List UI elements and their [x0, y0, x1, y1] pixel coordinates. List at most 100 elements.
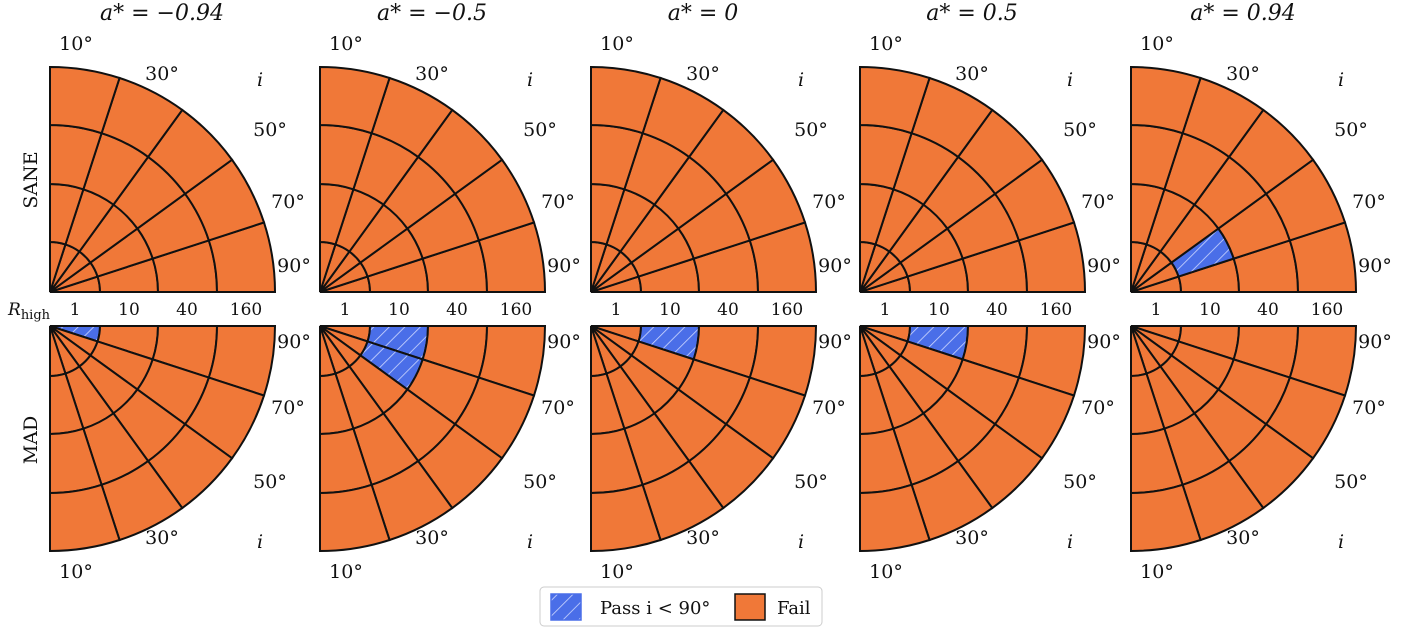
- cell-mad-1-r160-i10: [319, 483, 391, 553]
- radial-tick-4-2: 40: [1257, 300, 1279, 320]
- angle-tick-bottom-0-1: 30°: [145, 527, 179, 549]
- polar-panel-mad-3: [859, 325, 1087, 553]
- angle-tick-bottom-2-2: 50°: [794, 471, 828, 493]
- angle-tick-top-4-2: 50°: [1334, 119, 1368, 141]
- angle-tick-top-2-0: 10°: [600, 33, 634, 55]
- radial-tick-0-2: 40: [176, 300, 198, 320]
- legend-fail-swatch: [734, 593, 766, 621]
- cell-sane-2-r160-i10: [590, 65, 662, 135]
- radial-tick-1-2: 40: [446, 300, 468, 320]
- radial-tick-4-0: 1: [1151, 300, 1162, 320]
- angle-tick-top-3-0: 10°: [869, 33, 903, 55]
- cell-mad-4-r160-i10: [1130, 483, 1202, 553]
- angle-tick-bottom-0-0: 10°: [59, 561, 93, 583]
- angle-tick-bottom-1-1: 30°: [415, 527, 449, 549]
- row-label-sane: SANE: [20, 151, 42, 208]
- angle-tick-bottom-0-3: 70°: [271, 397, 305, 419]
- panels-layer: [49, 65, 1358, 553]
- angle-tick-bottom-1-4: 90°: [547, 331, 581, 353]
- angle-tick-top-0-0: 10°: [59, 33, 93, 55]
- radial-tick-3-1: 10: [928, 300, 950, 320]
- angle-axis-label-top-0: i: [257, 69, 263, 91]
- angle-axis-label-bottom-2: i: [798, 531, 804, 553]
- angle-tick-bottom-3-2: 50°: [1063, 471, 1097, 493]
- angle-tick-top-3-1: 30°: [955, 63, 989, 85]
- column-title-1: a* = −0.5: [377, 1, 487, 26]
- column-title-4: a* = 0.94: [1190, 1, 1296, 26]
- angle-tick-bottom-4-2: 50°: [1334, 471, 1368, 493]
- radial-tick-1-1: 10: [388, 300, 410, 320]
- cell-mad-2-r160-i10: [590, 483, 662, 553]
- cell-sane-4-r160-i10: [1130, 65, 1202, 135]
- radial-tick-0-3: 160: [230, 300, 262, 320]
- angle-axis-label-top-3: i: [1067, 69, 1073, 91]
- angle-tick-bottom-4-4: 90°: [1358, 331, 1392, 353]
- radial-tick-1-0: 1: [340, 300, 351, 320]
- angle-tick-bottom-1-3: 70°: [541, 397, 575, 419]
- cell-mad-3-r160-i10: [859, 483, 931, 553]
- legend-pass-label: Pass i < 90°: [600, 598, 710, 619]
- angle-axis-label-top-4: i: [1338, 69, 1344, 91]
- radial-axis-label: Rhigh: [7, 300, 51, 323]
- angle-tick-top-4-0: 10°: [1140, 33, 1174, 55]
- polar-panel-sane-2: [590, 65, 818, 293]
- angle-tick-bottom-3-1: 30°: [955, 527, 989, 549]
- angle-tick-top-4-1: 30°: [1226, 63, 1260, 85]
- polar-panel-sane-1: [319, 65, 547, 293]
- column-title-2: a* = 0: [668, 1, 739, 26]
- polar-panel-mad-1: [319, 325, 547, 553]
- radial-tick-0-0: 1: [70, 300, 81, 320]
- cell-sane-3-r160-i10: [859, 65, 931, 135]
- angle-axis-label-top-1: i: [527, 69, 533, 91]
- angle-tick-bottom-2-0: 10°: [600, 561, 634, 583]
- polar-panel-sane-0: [49, 65, 277, 293]
- angle-axis-label-bottom-4: i: [1338, 531, 1344, 553]
- angle-tick-bottom-3-4: 90°: [1087, 331, 1121, 353]
- radial-tick-1-3: 160: [500, 300, 532, 320]
- radial-tick-3-3: 160: [1040, 300, 1072, 320]
- radial-tick-2-3: 160: [771, 300, 803, 320]
- angle-tick-top-4-4: 90°: [1358, 255, 1392, 277]
- polar-panel-sane-4: [1130, 65, 1358, 293]
- angle-tick-top-3-2: 50°: [1063, 119, 1097, 141]
- legend-pass-swatch: [550, 593, 582, 621]
- angle-tick-top-0-4: 90°: [277, 255, 311, 277]
- polar-panel-sane-3: [859, 65, 1087, 293]
- angle-tick-bottom-4-3: 70°: [1352, 397, 1386, 419]
- radial-tick-2-1: 10: [659, 300, 681, 320]
- row-label-mad: MAD: [20, 416, 42, 464]
- radial-tick-4-3: 160: [1311, 300, 1343, 320]
- radial-tick-3-2: 40: [986, 300, 1008, 320]
- legend: Pass i < 90° Fail: [539, 586, 823, 627]
- angle-tick-bottom-1-2: 50°: [523, 471, 557, 493]
- angle-tick-bottom-3-3: 70°: [1081, 397, 1115, 419]
- angle-tick-top-1-0: 10°: [329, 33, 363, 55]
- angle-tick-top-3-3: 70°: [1081, 191, 1115, 213]
- angle-tick-top-1-3: 70°: [541, 191, 575, 213]
- radial-tick-3-0: 1: [880, 300, 891, 320]
- angle-tick-top-2-3: 70°: [812, 191, 846, 213]
- angle-axis-label-bottom-3: i: [1067, 531, 1073, 553]
- radial-tick-4-1: 10: [1199, 300, 1221, 320]
- angle-tick-top-3-4: 90°: [1087, 255, 1121, 277]
- angle-axis-label-top-2: i: [798, 69, 804, 91]
- angle-tick-bottom-3-0: 10°: [869, 561, 903, 583]
- radial-tick-2-0: 1: [611, 300, 622, 320]
- legend-fail-label: Fail: [777, 598, 811, 619]
- angle-tick-bottom-2-4: 90°: [818, 331, 852, 353]
- angle-tick-top-2-1: 30°: [686, 63, 720, 85]
- radial-tick-0-1: 10: [118, 300, 140, 320]
- angle-tick-top-0-2: 50°: [253, 119, 287, 141]
- labels-layer: a* = −0.94 a* = −0.5 a* = 0 a* = 0.5 a* = 0.…: [7, 1, 1392, 583]
- angle-tick-bottom-2-3: 70°: [812, 397, 846, 419]
- column-title-0: a* = −0.94: [100, 1, 224, 26]
- cell-sane-1-r160-i10: [319, 65, 391, 135]
- angle-tick-bottom-0-2: 50°: [253, 471, 287, 493]
- angle-tick-top-1-2: 50°: [523, 119, 557, 141]
- angle-tick-bottom-1-0: 10°: [329, 561, 363, 583]
- column-title-3: a* = 0.5: [926, 1, 1018, 26]
- polar-panel-mad-4: [1130, 325, 1358, 553]
- angle-tick-top-1-4: 90°: [547, 255, 581, 277]
- angle-tick-bottom-0-4: 90°: [277, 331, 311, 353]
